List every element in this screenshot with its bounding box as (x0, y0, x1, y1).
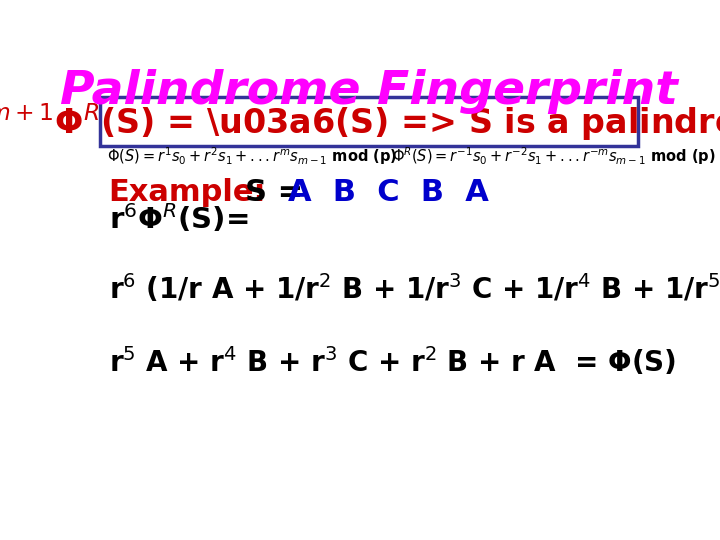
FancyBboxPatch shape (100, 97, 638, 146)
Text: r$^5$ A + r$^4$ B + r$^3$ C + r$^2$ B + r A  = Φ(S): r$^5$ A + r$^4$ B + r$^3$ C + r$^2$ B + … (109, 345, 676, 377)
Text: r$^6$Φ$^R$(S)=: r$^6$Φ$^R$(S)= (109, 202, 248, 235)
Text: A  B  C  B  A: A B C B A (287, 178, 488, 207)
Text: S =: S = (245, 178, 314, 207)
Text: Palindrome Fingerprint: Palindrome Fingerprint (60, 69, 678, 114)
Text: Example:: Example: (109, 178, 266, 207)
Text: $\Phi^R(S)=r^{-1}s_0+ r^{-2}s_1+... r^{-m}s_{m-1}$ mod (p): $\Phi^R(S)=r^{-1}s_0+ r^{-2}s_1+... r^{-… (392, 145, 716, 166)
Text: If r$^{m+1}$Φ$^R$(S) = \u03a6(S) => S is a palindrome.: If r$^{m+1}$Φ$^R$(S) = \u03a6(S) => S is… (0, 101, 720, 143)
Text: r$^6$ (1/r A + 1/r$^2$ B + 1/r$^3$ C + 1/r$^4$ B + 1/r$^5$ A) =: r$^6$ (1/r A + 1/r$^2$ B + 1/r$^3$ C + 1… (109, 272, 720, 305)
Text: $\Phi(S)=r^1s_0+ r^2s_1+... r^ms_{m-1}$ mod (p): $\Phi(S)=r^1s_0+ r^2s_1+... r^ms_{m-1}$ … (107, 145, 397, 166)
